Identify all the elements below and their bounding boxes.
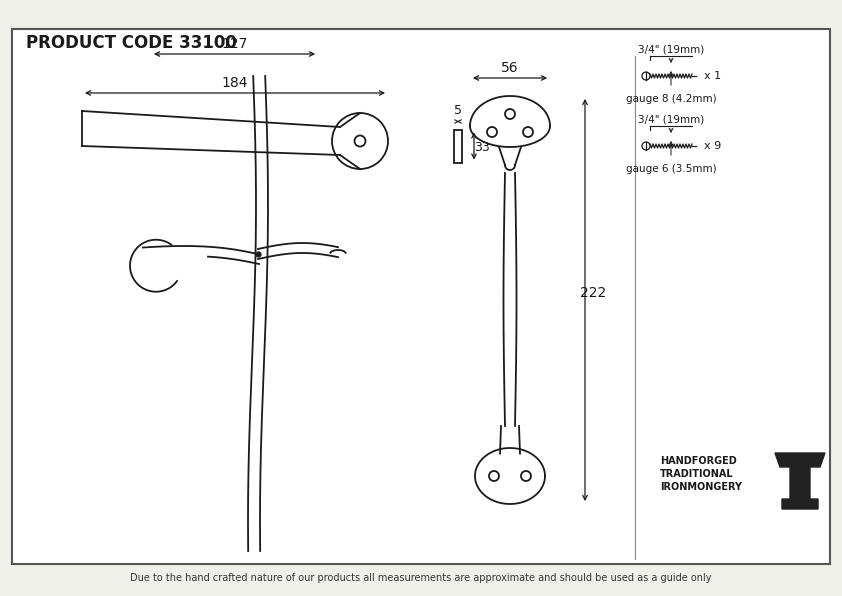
Bar xyxy=(454,129,462,163)
Bar xyxy=(12,29,830,564)
Text: 56: 56 xyxy=(501,61,519,75)
Text: 3/4" (19mm): 3/4" (19mm) xyxy=(638,114,704,124)
Text: x 9: x 9 xyxy=(704,141,722,151)
Text: 3/4" (19mm): 3/4" (19mm) xyxy=(638,44,704,54)
Text: IRONMONGERY: IRONMONGERY xyxy=(660,482,742,492)
Text: Due to the hand crafted nature of our products all measurements are approximate : Due to the hand crafted nature of our pr… xyxy=(131,573,711,583)
Text: 5: 5 xyxy=(454,104,462,117)
Text: gauge 8 (4.2mm): gauge 8 (4.2mm) xyxy=(626,94,717,104)
Text: 184: 184 xyxy=(221,76,248,90)
Polygon shape xyxy=(775,453,825,509)
Text: gauge 6 (3.5mm): gauge 6 (3.5mm) xyxy=(626,164,717,174)
Text: HANDFORGED: HANDFORGED xyxy=(660,456,737,466)
Text: 127: 127 xyxy=(221,37,248,51)
Text: 222: 222 xyxy=(580,286,606,300)
Text: TRADITIONAL: TRADITIONAL xyxy=(660,469,733,479)
Text: 33: 33 xyxy=(474,141,490,154)
Text: PRODUCT CODE 33100: PRODUCT CODE 33100 xyxy=(26,34,237,52)
Text: x 1: x 1 xyxy=(704,71,721,81)
